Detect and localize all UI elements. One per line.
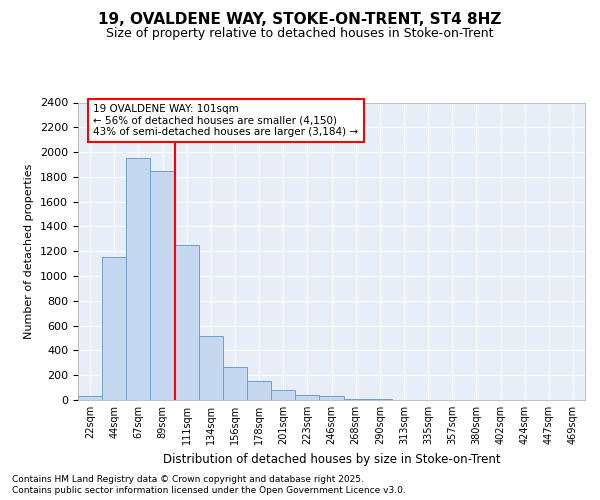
Bar <box>223 366 247 400</box>
Text: Size of property relative to detached houses in Stoke-on-Trent: Size of property relative to detached ho… <box>106 28 494 40</box>
Text: 19, OVALDENE WAY, STOKE-ON-TRENT, ST4 8HZ: 19, OVALDENE WAY, STOKE-ON-TRENT, ST4 8H… <box>98 12 502 28</box>
Bar <box>78 396 102 400</box>
Bar <box>247 382 271 400</box>
Bar <box>319 396 344 400</box>
Bar <box>151 170 175 400</box>
Bar <box>199 336 223 400</box>
Bar <box>126 158 151 400</box>
Bar <box>102 258 126 400</box>
Bar <box>175 245 199 400</box>
Y-axis label: Number of detached properties: Number of detached properties <box>25 164 34 339</box>
Text: Contains HM Land Registry data © Crown copyright and database right 2025.: Contains HM Land Registry data © Crown c… <box>12 475 364 484</box>
Text: Contains public sector information licensed under the Open Government Licence v3: Contains public sector information licen… <box>12 486 406 495</box>
Bar <box>271 390 295 400</box>
Bar <box>344 399 368 400</box>
X-axis label: Distribution of detached houses by size in Stoke-on-Trent: Distribution of detached houses by size … <box>163 452 500 466</box>
Bar <box>295 395 319 400</box>
Text: 19 OVALDENE WAY: 101sqm
← 56% of detached houses are smaller (4,150)
43% of semi: 19 OVALDENE WAY: 101sqm ← 56% of detache… <box>93 104 358 137</box>
